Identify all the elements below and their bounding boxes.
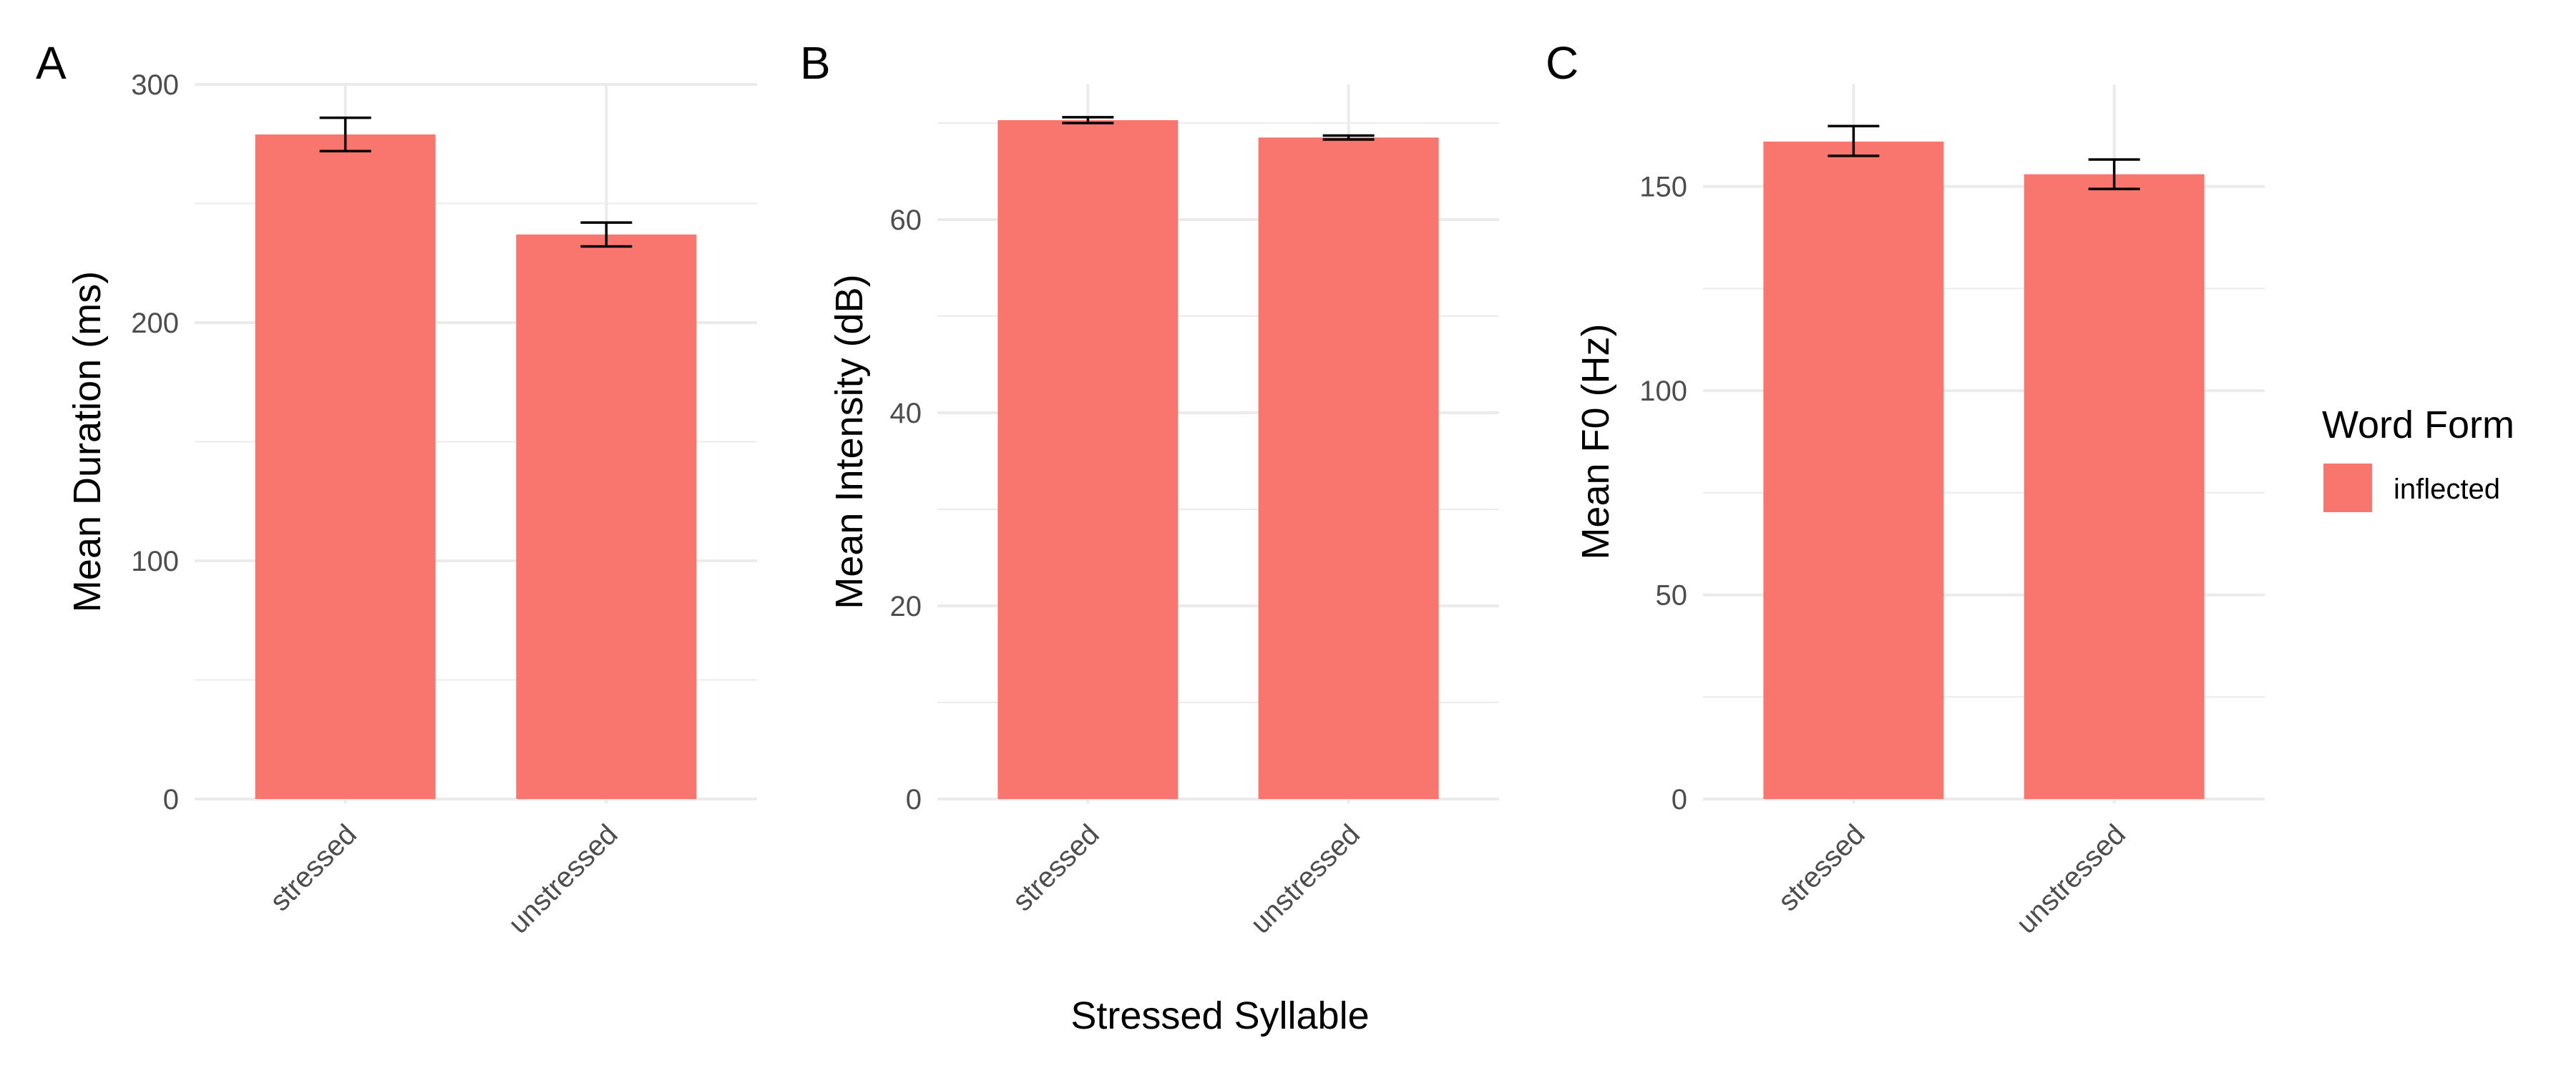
bar-stressed: [255, 134, 436, 799]
error-bar-unstressed: [1322, 134, 1375, 141]
y-axis-title: Mean Duration (ms): [66, 271, 109, 612]
error-bar-stressed: [319, 116, 371, 152]
y-tick-label: 300: [131, 69, 179, 101]
error-bar-stressed: [1062, 116, 1114, 124]
panel-c: 0 50 100 150 stressed unstressed Mean F0 (Hz) C: [1546, 37, 2265, 940]
y-tick-label: 20: [890, 591, 922, 622]
x-tick-label: stressed: [1772, 818, 1871, 917]
y-tick-label: 40: [890, 398, 922, 429]
y-axis-title: Mean F0 (Hz): [1574, 323, 1617, 559]
bar-unstressed: [516, 234, 697, 799]
panel-b: 0 20 40 60 stressed unstressed Mean Intensity …: [800, 37, 1499, 940]
bar-unstressed: [2024, 174, 2205, 800]
y-tick-label: 100: [131, 546, 179, 577]
bar-stressed: [1763, 141, 1944, 800]
y-tick-label: 0: [906, 784, 922, 815]
error-bar-unstressed: [580, 221, 633, 248]
panel-a: 0 100 200 300 stressed unstressed Mean Duratio…: [36, 37, 757, 940]
x-tick-label: unstressed: [1245, 818, 1366, 939]
y-tick-label: 50: [1656, 580, 1688, 612]
bar-unstressed: [1258, 137, 1439, 799]
shared-x-axis-title: Stressed Syllable: [1070, 994, 1369, 1037]
error-bar-unstressed: [2088, 158, 2140, 190]
legend: Word Form inflected: [2322, 403, 2514, 512]
y-tick-label: 150: [1639, 172, 1687, 203]
legend-label-inflected: inflected: [2394, 474, 2500, 505]
panel-tag: A: [36, 37, 67, 89]
legend-key-inflected: [2323, 464, 2372, 512]
bar-stressed: [997, 119, 1179, 799]
panel-tag: B: [800, 37, 831, 89]
y-axis-title: Mean Intensity (dB): [828, 274, 871, 609]
y-tick-label: 0: [1672, 784, 1687, 815]
error-bar-stressed: [1828, 124, 1880, 157]
x-tick-label: stressed: [1007, 818, 1106, 917]
x-tick-label: unstressed: [2011, 818, 2132, 939]
y-tick-label: 200: [131, 308, 179, 339]
y-tick-label: 100: [1639, 376, 1687, 407]
x-tick-label: stressed: [264, 818, 363, 917]
y-tick-label: 0: [163, 784, 179, 815]
panel-tag: C: [1546, 37, 1579, 89]
y-tick-label: 60: [890, 205, 922, 236]
x-tick-label: unstressed: [502, 818, 623, 939]
legend-title: Word Form: [2322, 403, 2514, 446]
